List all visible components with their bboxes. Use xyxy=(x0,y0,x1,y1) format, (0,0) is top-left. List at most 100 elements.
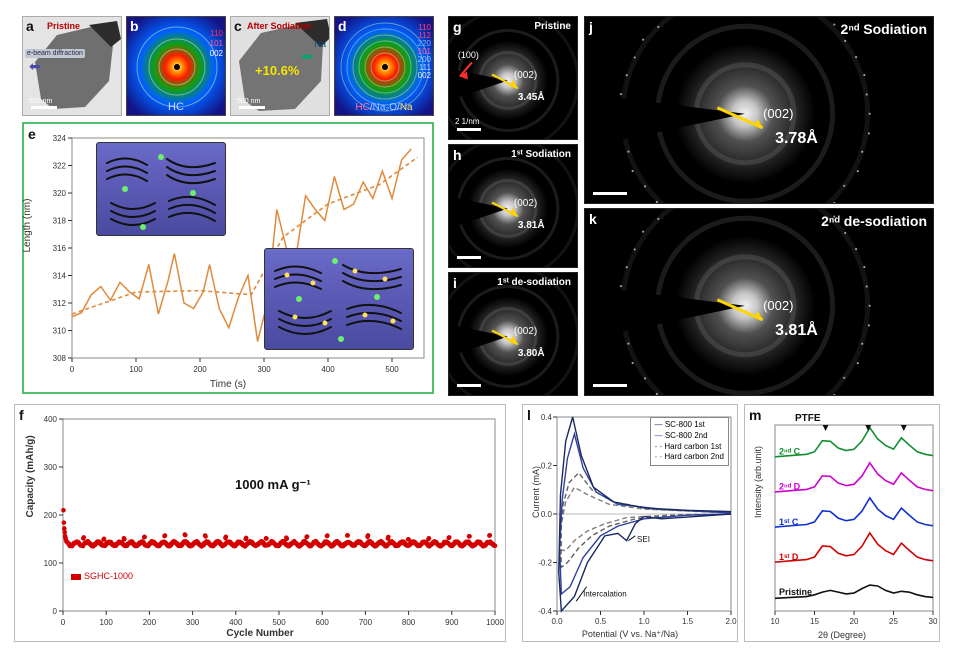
xlabel: Time (s) xyxy=(210,379,246,390)
scalebar xyxy=(239,106,265,109)
svg-text:308: 308 xyxy=(53,354,67,363)
panel-a-overlay: e-beam diffraction xyxy=(25,49,85,58)
panel-i-saed: i1ˢᵗ de-sodiation(002)3.80Å xyxy=(448,272,578,396)
saed-title: 1ˢᵗ de-sodiation xyxy=(497,277,571,288)
panel-b-diffraction: b 110 101 002 HC xyxy=(126,16,226,116)
xlabel: 2θ (Degree) xyxy=(818,630,866,640)
panel-letter: g xyxy=(453,19,462,35)
svg-text:0: 0 xyxy=(61,618,66,627)
svg-text:20: 20 xyxy=(850,617,859,626)
ring-label: 110 xyxy=(210,29,223,38)
panel-g-saed: gPristine(100)(002)3.45Å2 1/nm xyxy=(448,16,578,140)
panel-f-chart: f 01002003004005006007008009001000010020… xyxy=(14,404,506,642)
spacing-label: 3.78Å xyxy=(775,130,818,148)
svg-text:322: 322 xyxy=(53,162,67,171)
scalebar-label: 2 1/nm xyxy=(455,117,479,126)
svg-text:Pristine: Pristine xyxy=(779,587,812,597)
panel-c-title: After Sodiation xyxy=(247,21,312,31)
svg-text:300: 300 xyxy=(257,365,271,374)
xlabel: Cycle Number xyxy=(226,628,293,639)
svg-text:2ⁿᵈ D: 2ⁿᵈ D xyxy=(779,482,801,492)
svg-text:400: 400 xyxy=(321,365,335,374)
svg-text:0.5: 0.5 xyxy=(595,617,607,626)
delta-text: +10.6% xyxy=(255,63,299,78)
svg-text:1ˢᵗ C: 1ˢᵗ C xyxy=(779,517,799,527)
spacing-label: 3.45Å xyxy=(518,92,545,103)
svg-text:100: 100 xyxy=(129,365,143,374)
svg-text:0.0: 0.0 xyxy=(551,617,563,626)
ptfe-label: PTFE xyxy=(795,413,821,424)
svg-text:500: 500 xyxy=(272,618,286,627)
svg-text:0: 0 xyxy=(53,607,58,616)
ylabel: Capacity (mAh/g) xyxy=(25,435,36,517)
svg-text:0.0: 0.0 xyxy=(541,510,553,519)
scalebar xyxy=(31,106,57,109)
svg-text:500: 500 xyxy=(385,365,399,374)
panel-j-saed: j 2ⁿᵈ Sodiation (002) 3.78Å xyxy=(584,16,934,204)
chart-svg: 1015202530Pristine1ˢᵗ D1ˢᵗ C2ⁿᵈ D2ⁿᵈ C xyxy=(745,405,941,643)
panel-letter: d xyxy=(338,18,347,34)
svg-text:300: 300 xyxy=(186,618,200,627)
svg-text:2.0: 2.0 xyxy=(725,617,737,626)
scalebar xyxy=(457,256,481,259)
svg-text:900: 900 xyxy=(445,618,459,627)
panel-b-caption: HC xyxy=(127,101,225,113)
svg-text:600: 600 xyxy=(316,618,330,627)
arrow-icon: ⬅ xyxy=(29,59,41,73)
saed-title: 2ⁿᵈ Sodiation xyxy=(841,21,927,37)
svg-text:400: 400 xyxy=(44,415,58,424)
svg-text:200: 200 xyxy=(44,511,58,520)
svg-text:400: 400 xyxy=(229,618,243,627)
panel-c-tem: c After Sodiation Na ⬅ +10.6% 500 nm xyxy=(230,16,330,116)
ring-label: 002 xyxy=(210,49,223,58)
panel-letter: k xyxy=(589,211,597,227)
svg-text:320: 320 xyxy=(53,189,67,198)
saed-title: Pristine xyxy=(534,21,571,32)
legend-item: - - Hard carbon 1st xyxy=(655,442,724,453)
legend-item: — SC-800 2nd xyxy=(655,431,724,442)
plane-label: (002) xyxy=(763,298,793,313)
svg-text:100: 100 xyxy=(100,618,114,627)
na-label: Na xyxy=(314,39,326,49)
scalebar-label: 500 nm xyxy=(237,98,260,105)
saed-title: 1ˢᵗ Sodiation xyxy=(511,149,571,160)
svg-text:0.2: 0.2 xyxy=(541,462,553,471)
panel-m-chart: m 1015202530Pristine1ˢᵗ D1ˢᵗ C2ⁿᵈ D2ⁿᵈ C… xyxy=(744,404,940,642)
panel-letter: c xyxy=(234,18,242,34)
saed-title: 2ⁿᵈ de-sodiation xyxy=(821,213,927,229)
svg-text:310: 310 xyxy=(53,327,67,336)
svg-text:1.0: 1.0 xyxy=(638,617,650,626)
svg-text:25: 25 xyxy=(889,617,898,626)
plane-label: (002) xyxy=(514,70,537,81)
plane-label: (002) xyxy=(514,198,537,209)
svg-text:0.4: 0.4 xyxy=(541,413,553,422)
scalebar xyxy=(457,128,481,131)
figure-page: a Pristine e-beam diffraction ⬅ 500 nm b xyxy=(0,0,955,660)
svg-text:-0.2: -0.2 xyxy=(538,559,552,568)
scalebar xyxy=(457,384,481,387)
svg-text:30: 30 xyxy=(929,617,938,626)
svg-text:1.5: 1.5 xyxy=(682,617,694,626)
svg-text:1ˢᵗ D: 1ˢᵗ D xyxy=(779,552,799,562)
ylabel: Current (mA) xyxy=(531,466,541,518)
plane-label: (002) xyxy=(763,106,793,121)
panel-d-caption: HC/Na₂O/Na xyxy=(335,102,433,113)
svg-text:316: 316 xyxy=(53,244,67,253)
panel-letter: j xyxy=(589,19,593,35)
svg-text:-0.4: -0.4 xyxy=(538,607,552,616)
ylabel: Intensity (arb.unit) xyxy=(753,446,763,518)
legend-box: — SC-800 1st — SC-800 2nd - - Hard carbo… xyxy=(650,417,729,466)
spacing-label: 3.81Å xyxy=(518,220,545,231)
panel-l-chart: l 0.00.51.01.52.0-0.4-0.20.00.20.4Interc… xyxy=(522,404,738,642)
xlabel: Potential (V vs. Na⁺/Na) xyxy=(582,629,678,640)
svg-text:700: 700 xyxy=(359,618,373,627)
panel-letter: f xyxy=(19,407,24,423)
svg-text:200: 200 xyxy=(193,365,207,374)
svg-text:2ⁿᵈ C: 2ⁿᵈ C xyxy=(779,447,801,457)
svg-text:1000: 1000 xyxy=(486,618,504,627)
condition-text: 1000 mA g⁻¹ xyxy=(235,477,311,493)
inset-schematic xyxy=(96,142,226,236)
legend-item: - - Hard carbon 2nd xyxy=(655,452,724,463)
panel-letter: e xyxy=(28,126,36,142)
svg-text:314: 314 xyxy=(53,272,67,281)
